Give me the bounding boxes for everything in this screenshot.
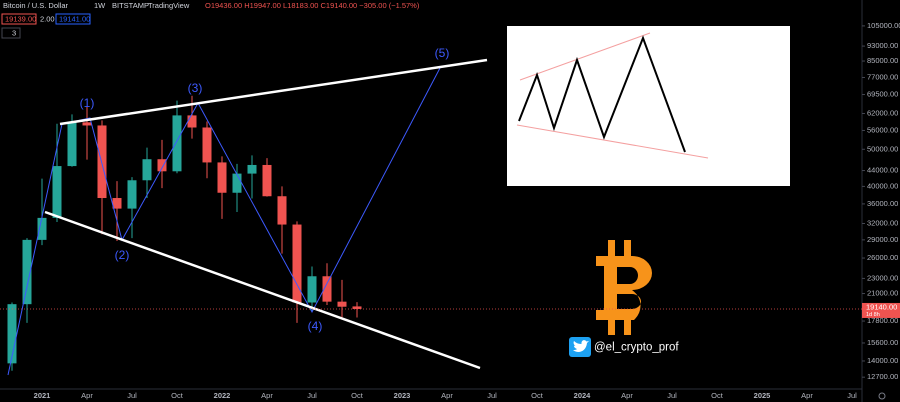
inset: [507, 26, 790, 186]
inset-upper-line: [519, 32, 651, 81]
y-tick-label: 26000.00: [867, 253, 898, 262]
x-tick-label: Jul: [487, 391, 497, 400]
wave-label: (1): [80, 96, 95, 110]
y-tick-label: 69500.00: [867, 90, 898, 99]
countdown: 1d 8h: [866, 312, 880, 318]
inset-lower-line: [516, 124, 709, 159]
lower-trendline: [44, 210, 481, 370]
y-tick-label: 15600.00: [867, 338, 898, 347]
y-tick-label: 40000.00: [867, 181, 898, 190]
x-tick-label: Jul: [127, 391, 137, 400]
x-tick-label: Jul: [307, 391, 317, 400]
candle-body: [187, 115, 197, 128]
x-tick-label: 2024: [574, 391, 592, 400]
y-tick-label: 77000.00: [867, 72, 898, 81]
candle-body: [352, 306, 362, 309]
x-tick-label: 2021: [34, 391, 51, 400]
candle-body: [22, 239, 32, 305]
candle-body: [127, 180, 137, 209]
x-tick-label: Apr: [81, 391, 93, 400]
spread: 2.00: [40, 14, 55, 23]
y-tick-label: 29000.00: [867, 235, 898, 244]
candle-body: [97, 125, 107, 199]
y-tick-label: 56000.00: [867, 125, 898, 134]
y-tick-label: 12700.00: [867, 372, 898, 381]
x-tick-label: Oct: [351, 391, 364, 400]
exchange: BITSTAMP: [112, 1, 149, 10]
last-price-label: 19140.00: [866, 302, 897, 311]
candle-body: [67, 122, 77, 167]
x-tick-label: Apr: [261, 391, 273, 400]
candle-body: [247, 164, 257, 174]
x-tick-label: Jul: [667, 391, 677, 400]
y-tick-label: 93000.00: [867, 41, 898, 50]
ohlc: O19436.00 H19947.00 L18183.00 C19140.00 …: [205, 1, 420, 10]
ask: 19141.00: [59, 14, 90, 23]
candle-body: [7, 304, 17, 364]
candle-body: [202, 127, 212, 163]
candle-body: [337, 301, 347, 307]
x-tick-label: Apr: [441, 391, 453, 400]
x-tick-label: Apr: [621, 391, 633, 400]
y-tick-label: 50000.00: [867, 144, 898, 153]
y-tick-label: 32000.00: [867, 218, 898, 227]
candle-body: [37, 217, 47, 240]
candle-body: [322, 276, 332, 302]
x-tick-label: Oct: [171, 391, 184, 400]
candle-body: [307, 276, 317, 303]
candle-body: [232, 173, 242, 193]
bid: 19139.00: [5, 14, 36, 23]
plot: [7, 95, 362, 371]
candle-body: [142, 159, 152, 181]
wave-label: (2): [115, 248, 130, 262]
bitcoin-logo: [596, 240, 652, 335]
wave-label: (4): [308, 319, 323, 333]
indicators: 3: [12, 28, 16, 37]
handle: @el_crypto_prof: [594, 342, 679, 354]
x-tick-label: 2023: [394, 391, 411, 400]
inset-zigzag: [518, 35, 686, 153]
candle-body: [172, 115, 182, 172]
x-tick-label: 2025: [754, 391, 771, 400]
candle-body: [292, 224, 302, 303]
y-tick-label: 17800.00: [867, 316, 898, 325]
indicators-box[interactable]: [1, 27, 21, 39]
y-tick-label: 14000.00: [867, 356, 898, 365]
bid-box[interactable]: [1, 13, 37, 25]
y-tick-label: 62000.00: [867, 108, 898, 117]
y-tick-label: 105000.00: [867, 21, 900, 30]
x-tick-label: Jul: [847, 391, 857, 400]
symbol: Bitcoin / U.S. Dollar: [3, 1, 69, 10]
candle-body: [157, 159, 167, 172]
y-tick-label: 23000.00: [867, 273, 898, 282]
y-tick-label: 21000.00: [867, 289, 898, 298]
ask-box[interactable]: [55, 13, 91, 25]
wave-label: (5): [435, 46, 450, 60]
interval: 1W: [94, 1, 106, 10]
candle-body: [52, 166, 62, 218]
y-tick-label: 44000.00: [867, 166, 898, 175]
candle-body: [277, 196, 287, 225]
candle-body: [82, 122, 92, 126]
settings-icon[interactable]: [878, 392, 886, 400]
source: TradingView: [148, 1, 190, 10]
x-tick-label: Apr: [801, 391, 813, 400]
upper-trendline: [59, 58, 488, 126]
wave-label: (3): [188, 81, 203, 95]
x-tick-label: Oct: [531, 391, 544, 400]
y-tick-label: 85000.00: [867, 56, 898, 65]
candle-body: [112, 198, 122, 209]
x-tick-label: 2022: [214, 391, 231, 400]
last-price-tag: [862, 302, 900, 318]
y-tick-label: 36000.00: [867, 199, 898, 208]
candle-body: [262, 164, 272, 197]
x-tick-label: Oct: [711, 391, 724, 400]
candle-body: [217, 162, 227, 193]
twitter-bird: [573, 340, 589, 352]
